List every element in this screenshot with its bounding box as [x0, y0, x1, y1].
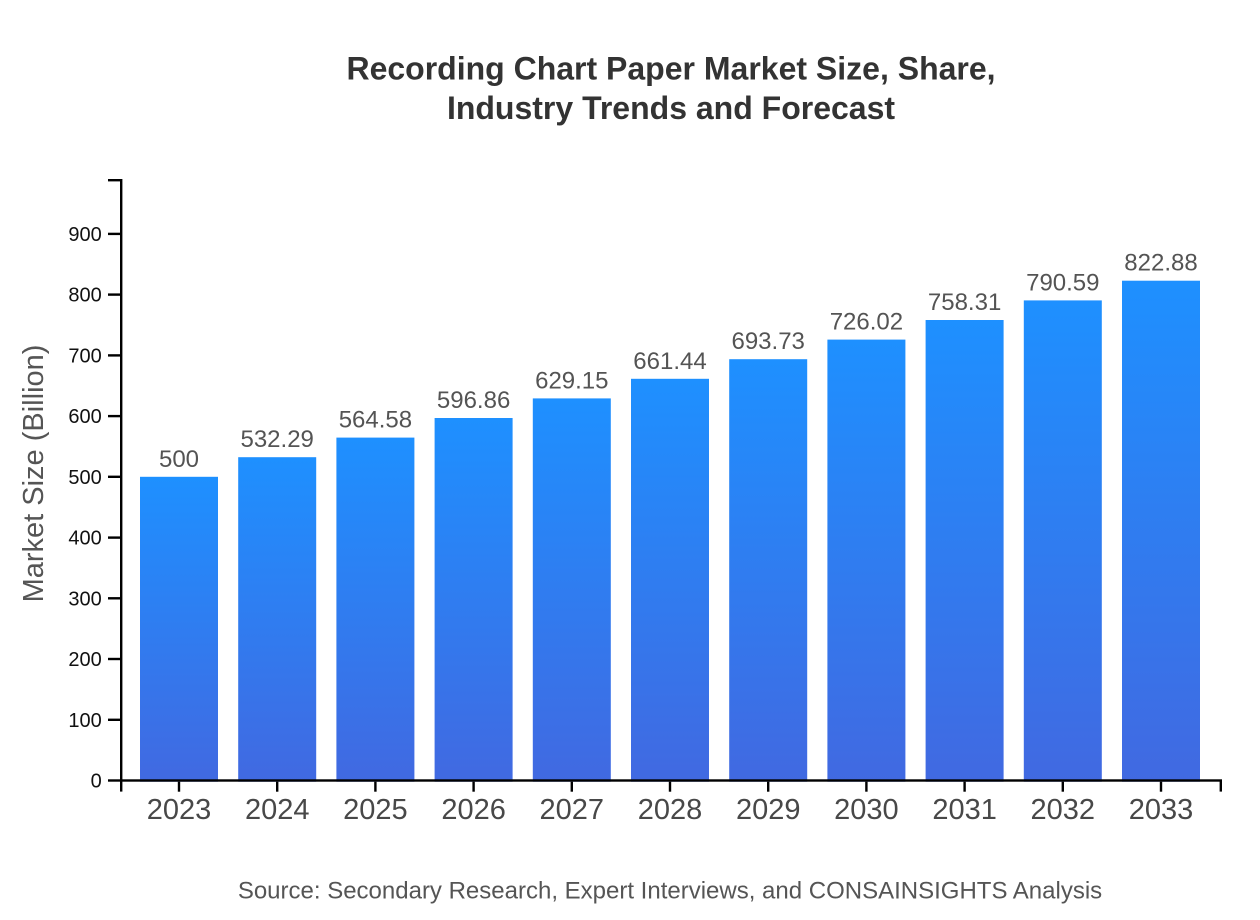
svg-text:0: 0: [91, 771, 102, 793]
svg-text:100: 100: [68, 710, 101, 732]
svg-text:2030: 2030: [834, 794, 899, 826]
svg-text:2032: 2032: [1031, 794, 1096, 826]
svg-text:Industry Trends and Forecast: Industry Trends and Forecast: [447, 90, 895, 126]
svg-text:2029: 2029: [736, 794, 801, 826]
svg-text:600: 600: [68, 406, 101, 428]
svg-text:790.59: 790.59: [1026, 269, 1099, 296]
svg-text:700: 700: [68, 345, 101, 367]
svg-text:500: 500: [159, 446, 199, 473]
svg-text:2023: 2023: [147, 794, 212, 826]
svg-text:596.86: 596.86: [437, 387, 510, 414]
svg-text:726.02: 726.02: [830, 309, 903, 336]
svg-text:2027: 2027: [540, 794, 605, 826]
svg-text:564.58: 564.58: [339, 407, 412, 434]
svg-text:400: 400: [68, 528, 101, 550]
svg-text:2026: 2026: [441, 794, 506, 826]
svg-text:2031: 2031: [932, 794, 997, 826]
svg-text:822.88: 822.88: [1124, 250, 1197, 277]
svg-text:2028: 2028: [638, 794, 703, 826]
svg-text:300: 300: [68, 588, 101, 610]
svg-text:900: 900: [68, 224, 101, 246]
svg-text:2033: 2033: [1129, 794, 1194, 826]
svg-text:661.44: 661.44: [633, 348, 706, 375]
svg-text:629.15: 629.15: [535, 367, 608, 394]
svg-text:800: 800: [68, 285, 101, 307]
svg-text:Market Size (Billion): Market Size (Billion): [18, 345, 50, 603]
svg-text:Recording Chart Paper Market S: Recording Chart Paper Market Size, Share…: [346, 51, 995, 87]
svg-text:500: 500: [68, 467, 101, 489]
svg-text:693.73: 693.73: [731, 328, 804, 355]
svg-text:Source: Secondary Research, Ex: Source: Secondary Research, Expert Inter…: [238, 877, 1102, 904]
svg-text:200: 200: [68, 649, 101, 671]
svg-text:758.31: 758.31: [928, 289, 1001, 316]
svg-text:2024: 2024: [245, 794, 310, 826]
svg-text:2025: 2025: [343, 794, 408, 826]
svg-text:532.29: 532.29: [240, 426, 313, 453]
